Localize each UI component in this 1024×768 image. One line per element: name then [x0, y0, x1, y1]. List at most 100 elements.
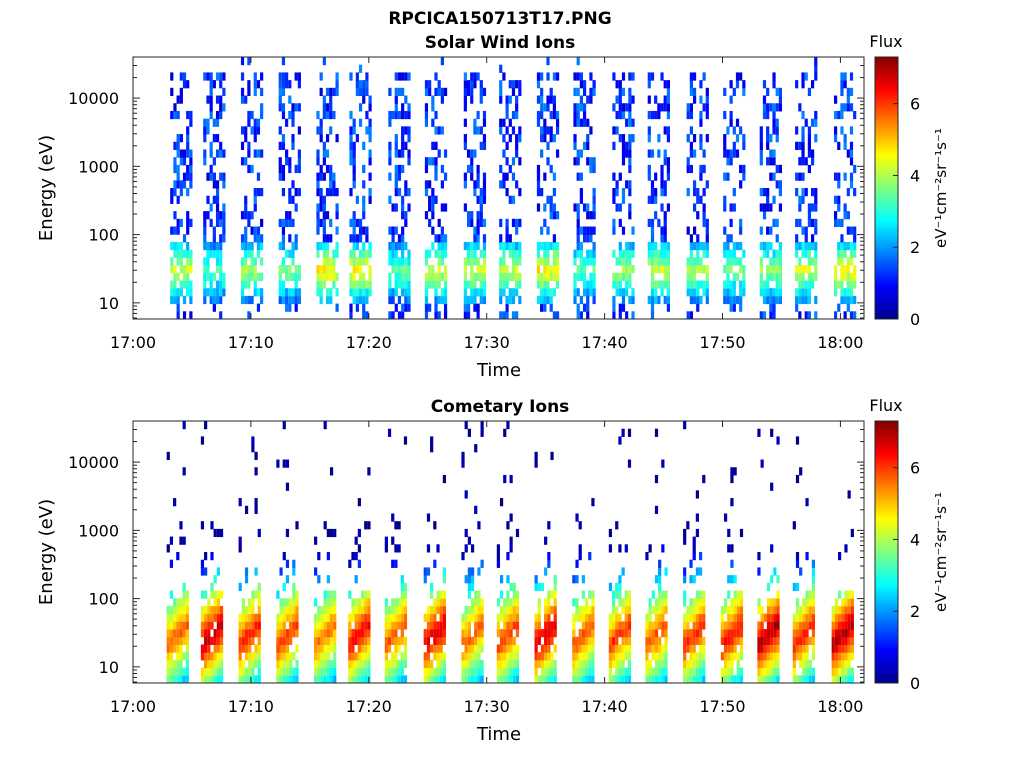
- flux-cell: [723, 667, 728, 676]
- flux-cell: [251, 659, 255, 669]
- flux-cell: [251, 613, 255, 622]
- flux-cell: [477, 621, 481, 630]
- flux-cell: [394, 172, 398, 181]
- flux-cell: [240, 288, 245, 297]
- flux-cell: [654, 288, 658, 297]
- flux-cell: [394, 636, 398, 645]
- flux-cell: [666, 295, 670, 305]
- flux-cell: [579, 172, 583, 181]
- flux-cell: [547, 675, 551, 683]
- flux-cell: [179, 149, 183, 158]
- flux-cell: [689, 241, 693, 251]
- flux-cell: [686, 613, 690, 622]
- flux-cell: [241, 667, 245, 676]
- flux-cell: [615, 590, 619, 599]
- flux-cell: [467, 652, 471, 661]
- flux-cell: [511, 272, 516, 281]
- flux-cell: [285, 667, 290, 676]
- flux-cell: [795, 474, 800, 484]
- flux-cell: [397, 295, 402, 305]
- flux-cell: [795, 218, 799, 228]
- flux-cell: [696, 295, 700, 305]
- flux-cell: [480, 421, 484, 430]
- flux-cell: [204, 652, 208, 661]
- flux-cell: [203, 295, 207, 305]
- flux-cell: [189, 110, 193, 120]
- flux-cell: [434, 87, 438, 97]
- flux-cell: [666, 164, 670, 174]
- flux-cell: [348, 675, 352, 683]
- flux-cell: [325, 134, 330, 143]
- flux-cell: [179, 629, 183, 638]
- flux-cell: [297, 288, 301, 297]
- flux-cell: [364, 629, 368, 638]
- flux-cell: [645, 613, 649, 622]
- flux-cell: [576, 149, 580, 158]
- flux-cell: [591, 659, 595, 669]
- flux-cell: [776, 629, 780, 638]
- flux-cell: [333, 659, 337, 669]
- flux-cell: [440, 226, 444, 235]
- flux-cell: [702, 103, 706, 112]
- flux-cell: [241, 636, 245, 645]
- flux-cell: [368, 249, 372, 258]
- flux-cell: [837, 644, 842, 653]
- flux-cell: [466, 311, 471, 319]
- flux-cell: [355, 72, 359, 81]
- flux-cell: [437, 311, 441, 319]
- flux-cell: [352, 180, 356, 189]
- flux-cell: [544, 652, 548, 661]
- flux-cell: [244, 652, 249, 661]
- flux-cell: [775, 118, 779, 127]
- flux-cell: [757, 621, 761, 630]
- flux-cell: [176, 195, 180, 204]
- flux-cell: [778, 257, 783, 266]
- flux-cell: [250, 211, 254, 220]
- flux-cell: [505, 157, 509, 166]
- flux-cell: [401, 241, 405, 251]
- flux-cell: [173, 636, 177, 645]
- flux-cell: [173, 272, 177, 281]
- flux-cell: [358, 280, 363, 289]
- spectrogram-cells: [166, 421, 854, 683]
- flux-cell: [203, 149, 207, 158]
- flux-cell: [440, 57, 444, 66]
- flux-cell: [814, 272, 818, 281]
- flux-cell: [811, 605, 816, 615]
- flux-cell: [773, 675, 777, 683]
- flux-cell: [176, 675, 180, 683]
- flux-cell: [625, 265, 629, 274]
- flux-cell: [362, 180, 366, 189]
- x-tick-label: 17:00: [110, 697, 156, 716]
- flux-cell: [573, 134, 577, 143]
- flux-cell: [730, 675, 734, 683]
- plot-frame: [132, 56, 865, 320]
- flux-cell: [553, 667, 557, 676]
- flux-cell: [757, 629, 761, 638]
- flux-cell: [810, 149, 815, 158]
- flux-cell: [621, 303, 626, 312]
- flux-cell: [502, 149, 506, 158]
- flux-cell: [515, 311, 519, 319]
- flux-cell: [729, 234, 733, 243]
- flux-cell: [801, 272, 805, 281]
- flux-cell: [502, 288, 506, 297]
- flux-cell: [834, 621, 839, 630]
- flux-cell: [588, 652, 592, 661]
- flux-cell: [769, 157, 773, 166]
- flux-cell: [592, 272, 596, 281]
- flux-cell: [732, 87, 736, 97]
- flux-cell: [847, 636, 851, 645]
- flux-cell: [400, 575, 404, 584]
- flux-cell: [349, 126, 353, 135]
- flux-cell: [335, 134, 339, 143]
- flux-cell: [683, 567, 687, 576]
- flux-cell: [496, 659, 500, 669]
- flux-cell: [586, 295, 590, 305]
- flux-cell: [335, 288, 339, 297]
- flux-cell: [206, 72, 210, 81]
- flux-cell: [553, 598, 557, 607]
- flux-cell: [650, 303, 655, 312]
- flux-cell: [437, 265, 441, 274]
- flux-cell: [799, 613, 803, 622]
